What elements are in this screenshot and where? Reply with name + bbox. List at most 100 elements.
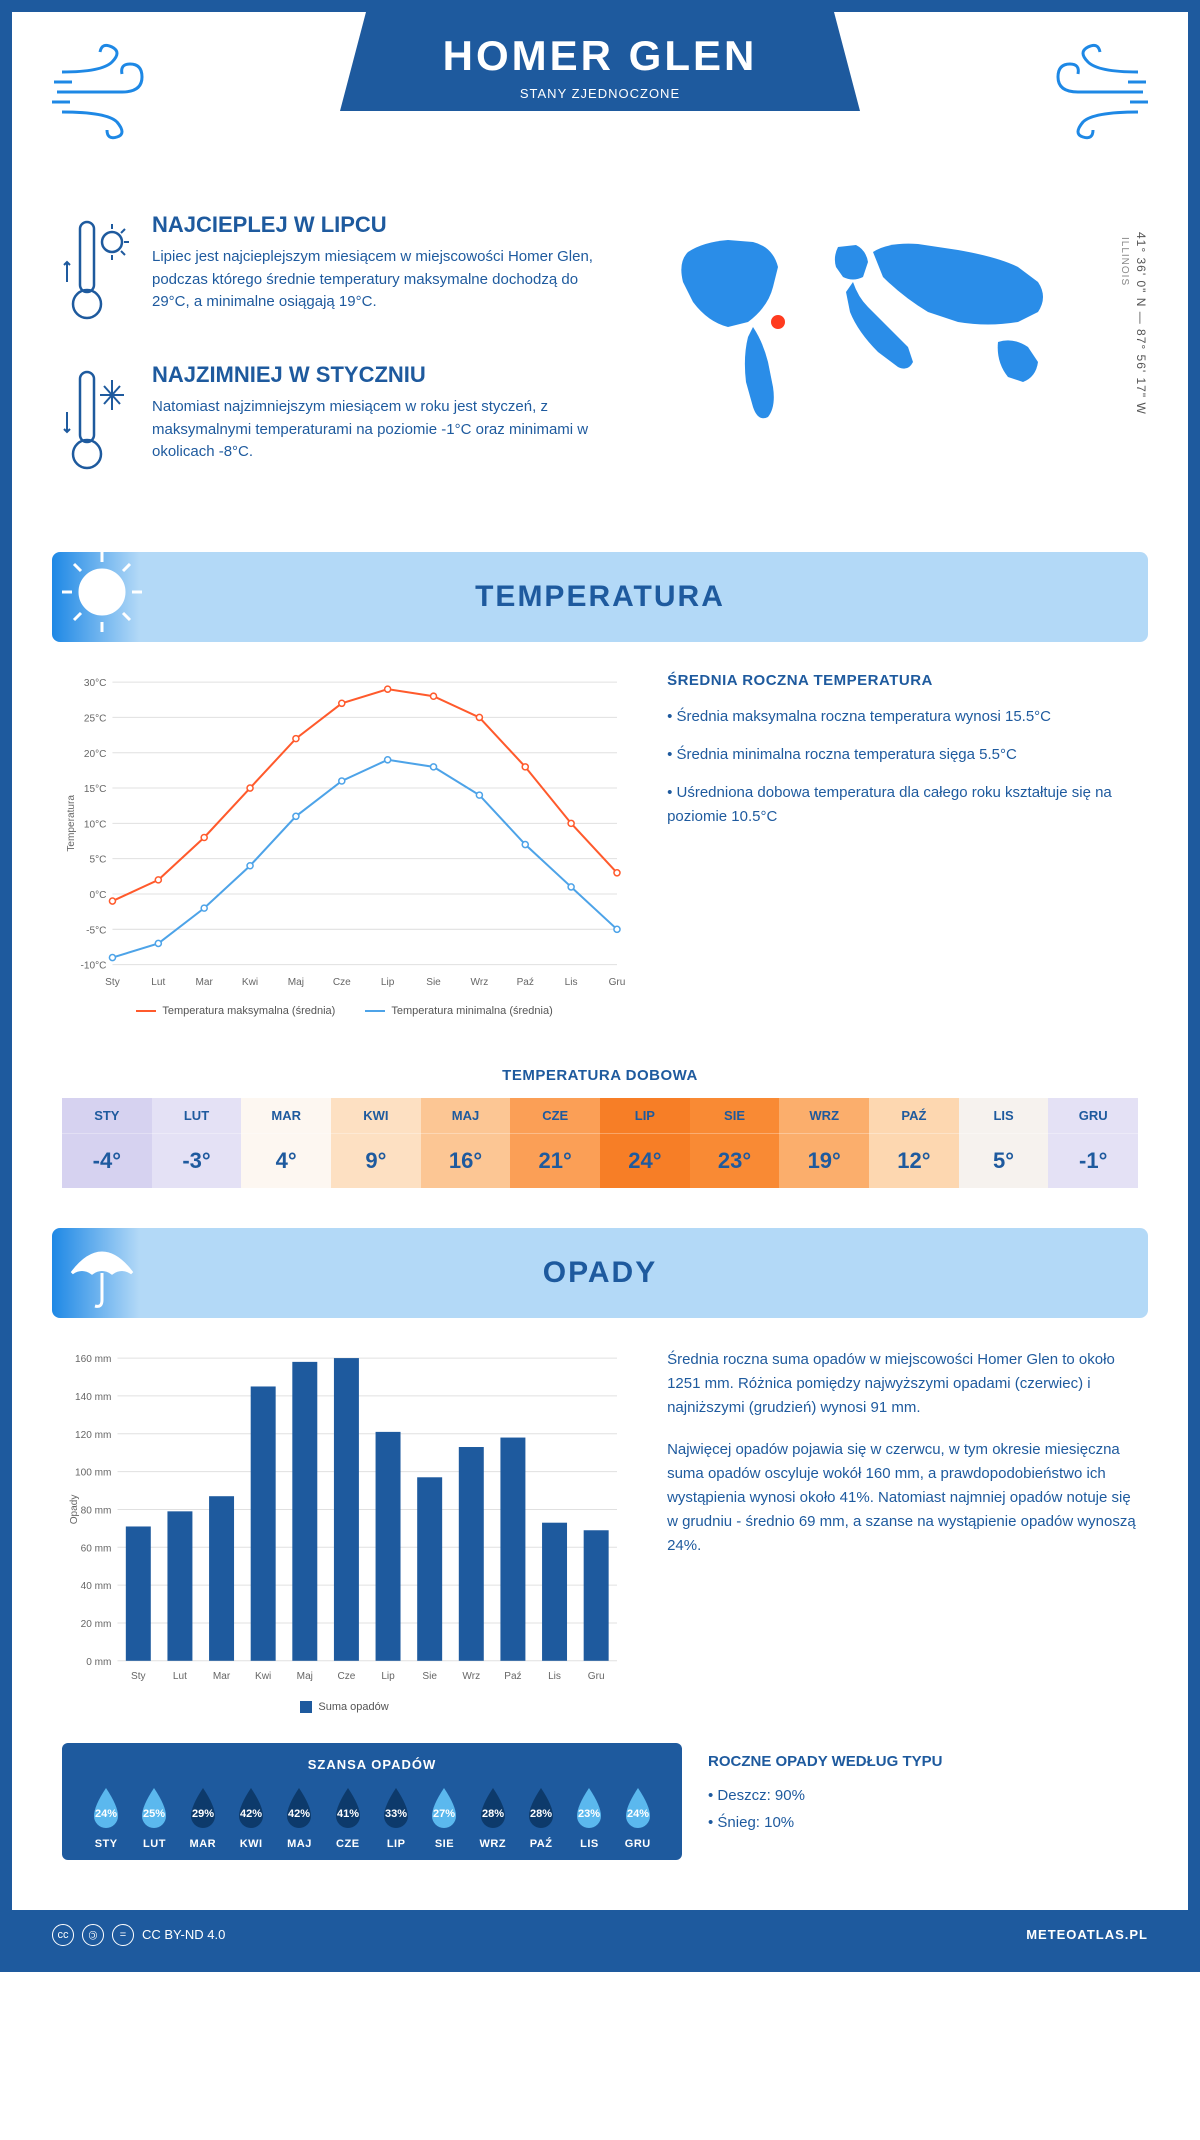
svg-text:80 mm: 80 mm bbox=[81, 1505, 112, 1516]
svg-text:Sie: Sie bbox=[422, 1671, 437, 1682]
svg-text:Lip: Lip bbox=[381, 1671, 395, 1682]
svg-text:28%: 28% bbox=[530, 1808, 552, 1820]
svg-text:20°C: 20°C bbox=[84, 749, 107, 760]
rain-drop: 29%MAR bbox=[179, 1784, 227, 1850]
annual-temp-text: ŚREDNIA ROCZNA TEMPERATURA • Średnia mak… bbox=[667, 672, 1138, 1017]
svg-text:28%: 28% bbox=[482, 1808, 504, 1820]
by-icon: 🄯 bbox=[82, 1924, 104, 1946]
legend-min: Temperatura minimalna (średnia) bbox=[391, 1005, 552, 1017]
legend-precip: Suma opadów bbox=[318, 1701, 388, 1713]
temperature-chart: -10°C-5°C0°C5°C10°C15°C20°C25°C30°CStyLu… bbox=[62, 672, 627, 1017]
svg-text:60 mm: 60 mm bbox=[81, 1543, 112, 1554]
thermometer-hot-icon bbox=[62, 212, 132, 332]
svg-text:-10°C: -10°C bbox=[81, 961, 107, 972]
svg-text:10°C: 10°C bbox=[84, 819, 107, 830]
precipitation-section-header: OPADY bbox=[52, 1228, 1148, 1318]
svg-text:120 mm: 120 mm bbox=[75, 1430, 111, 1441]
country-subtitle: STANY ZJEDNOCZONE bbox=[420, 86, 780, 101]
daily-cell: MAR4° bbox=[241, 1098, 331, 1188]
daily-temp-title: TEMPERATURA DOBOWA bbox=[12, 1067, 1188, 1084]
site-name: METEOATLAS.PL bbox=[1026, 1927, 1148, 1942]
svg-text:140 mm: 140 mm bbox=[75, 1392, 111, 1403]
svg-text:Lut: Lut bbox=[151, 977, 165, 988]
snow-pct: • Śnieg: 10% bbox=[708, 1809, 1128, 1836]
svg-text:Gru: Gru bbox=[588, 1671, 605, 1682]
daily-cell: WRZ19° bbox=[779, 1098, 869, 1188]
daily-cell: MAJ16° bbox=[421, 1098, 511, 1188]
svg-text:Sty: Sty bbox=[105, 977, 121, 988]
rain-drop: 42%MAJ bbox=[275, 1784, 323, 1850]
rain-drop: 24%STY bbox=[82, 1784, 130, 1850]
coldest-title: NAJZIMNIEJ W STYCZNIU bbox=[152, 362, 618, 388]
coldest-block: NAJZIMNIEJ W STYCZNIU Natomiast najzimni… bbox=[62, 362, 618, 482]
rain-drop: 23%LIS bbox=[565, 1784, 613, 1850]
svg-text:27%: 27% bbox=[433, 1808, 455, 1820]
svg-text:Lut: Lut bbox=[173, 1671, 187, 1682]
types-title: ROCZNE OPADY WEDŁUG TYPU bbox=[708, 1753, 1128, 1770]
warmest-text: Lipiec jest najcieplejszym miesiącem w m… bbox=[152, 246, 618, 314]
umbrella-icon bbox=[52, 1218, 152, 1318]
location-marker bbox=[768, 312, 788, 332]
svg-text:Opady: Opady bbox=[69, 1494, 80, 1525]
svg-text:25%: 25% bbox=[143, 1808, 165, 1820]
svg-text:Gru: Gru bbox=[609, 977, 626, 988]
thermometer-cold-icon bbox=[62, 362, 132, 482]
svg-text:40 mm: 40 mm bbox=[81, 1581, 112, 1592]
footer: cc 🄯 = CC BY-ND 4.0 METEOATLAS.PL bbox=[12, 1910, 1188, 1960]
state-label: ILLINOIS bbox=[1119, 237, 1130, 286]
svg-text:Sie: Sie bbox=[426, 977, 441, 988]
rain-pct: • Deszcz: 90% bbox=[708, 1782, 1128, 1809]
intro-section: NAJCIEPLEJ W LIPCU Lipiec jest najcieple… bbox=[12, 192, 1188, 542]
rain-drop: 42%KWI bbox=[227, 1784, 275, 1850]
annual-temp-line: • Średnia maksymalna roczna temperatura … bbox=[667, 705, 1138, 729]
section-title: TEMPERATURA bbox=[52, 580, 1148, 614]
daily-temp-table: STY-4°LUT-3°MAR4°KWI9°MAJ16°CZE21°LIP24°… bbox=[62, 1098, 1138, 1188]
header-banner: HOMER GLEN STANY ZJEDNOCZONE bbox=[340, 12, 860, 111]
wind-icon bbox=[52, 42, 172, 142]
license-text: CC BY-ND 4.0 bbox=[142, 1927, 225, 1942]
svg-text:Lis: Lis bbox=[548, 1671, 561, 1682]
daily-cell: GRU-1° bbox=[1048, 1098, 1138, 1188]
svg-text:Kwi: Kwi bbox=[242, 977, 258, 988]
daily-cell: STY-4° bbox=[62, 1098, 152, 1188]
svg-text:15°C: 15°C bbox=[84, 784, 107, 795]
svg-text:160 mm: 160 mm bbox=[75, 1354, 111, 1365]
daily-cell: SIE23° bbox=[690, 1098, 780, 1188]
svg-text:0°C: 0°C bbox=[89, 890, 106, 901]
daily-cell: LUT-3° bbox=[152, 1098, 242, 1188]
precip-by-type: ROCZNE OPADY WEDŁUG TYPU • Deszcz: 90% •… bbox=[708, 1753, 1128, 1836]
precip-p1: Średnia roczna suma opadów w miejscowośc… bbox=[667, 1348, 1138, 1420]
svg-text:Cze: Cze bbox=[333, 977, 351, 988]
svg-text:Paź: Paź bbox=[517, 977, 534, 988]
svg-text:29%: 29% bbox=[192, 1808, 214, 1820]
location-title: HOMER GLEN bbox=[420, 32, 780, 80]
svg-text:24%: 24% bbox=[627, 1808, 649, 1820]
svg-text:20 mm: 20 mm bbox=[81, 1619, 112, 1630]
svg-text:Mar: Mar bbox=[213, 1671, 231, 1682]
svg-text:Maj: Maj bbox=[297, 1671, 313, 1682]
svg-text:23%: 23% bbox=[578, 1808, 600, 1820]
svg-text:Kwi: Kwi bbox=[255, 1671, 271, 1682]
svg-text:0 mm: 0 mm bbox=[86, 1657, 111, 1668]
svg-text:25°C: 25°C bbox=[84, 713, 107, 724]
svg-text:Mar: Mar bbox=[196, 977, 214, 988]
svg-text:Maj: Maj bbox=[288, 977, 304, 988]
svg-text:Sty: Sty bbox=[131, 1671, 147, 1682]
annual-temp-title: ŚREDNIA ROCZNA TEMPERATURA bbox=[667, 672, 1138, 689]
precipitation-chart: 0 mm 20 mm 40 mm 60 mm 80 mm 100 mm 120 mm 140 … bbox=[62, 1348, 627, 1713]
rain-drop: 27%SIE bbox=[420, 1784, 468, 1850]
svg-text:24%: 24% bbox=[95, 1808, 117, 1820]
daily-cell: CZE21° bbox=[510, 1098, 600, 1188]
rain-drop: 41%CZE bbox=[324, 1784, 372, 1850]
svg-text:Paź: Paź bbox=[504, 1671, 521, 1682]
rain-drop: 24%GRU bbox=[614, 1784, 662, 1850]
svg-text:Temperatura: Temperatura bbox=[66, 795, 77, 852]
precipitation-text: Średnia roczna suma opadów w miejscowośc… bbox=[667, 1348, 1138, 1713]
daily-cell: LIS5° bbox=[959, 1098, 1049, 1188]
header: HOMER GLEN STANY ZJEDNOCZONE bbox=[12, 12, 1188, 192]
rain-drop: 28%WRZ bbox=[469, 1784, 517, 1850]
chance-title: SZANSA OPADÓW bbox=[82, 1757, 662, 1772]
svg-text:100 mm: 100 mm bbox=[75, 1468, 111, 1479]
rain-drop: 33%LIP bbox=[372, 1784, 420, 1850]
svg-text:-5°C: -5°C bbox=[86, 925, 106, 936]
